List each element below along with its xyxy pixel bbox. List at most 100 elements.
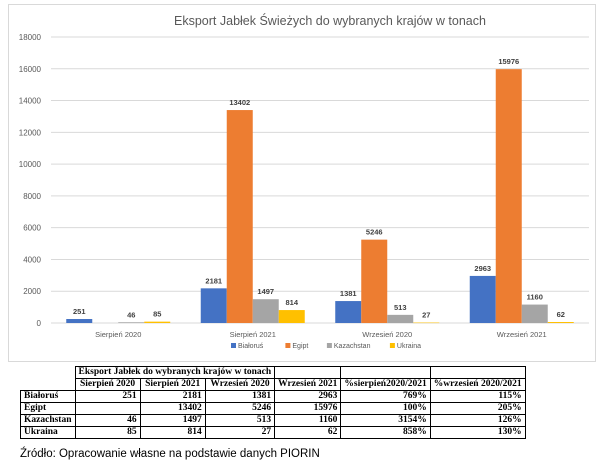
y-tick-label: 0 bbox=[37, 319, 42, 328]
table-row: Białoruś 251 2181 1381 2963 769% 115% bbox=[20, 390, 526, 403]
table-cell: 1381 bbox=[204, 390, 276, 403]
legend-swatch bbox=[285, 343, 291, 348]
table-header-cell: Sierpień 2021 bbox=[139, 378, 206, 391]
data-label: 27 bbox=[422, 311, 430, 320]
table-empty-cell bbox=[429, 366, 526, 379]
table-cell: 85 bbox=[74, 426, 141, 439]
table-cell: 27 bbox=[204, 426, 276, 439]
table-cell: 3154% bbox=[340, 414, 431, 427]
table-cell: 251 bbox=[74, 390, 141, 403]
table-header-cell: Sierpień 2020 bbox=[74, 378, 141, 391]
table-row: Kazachstan 46 1497 513 1160 3154% 126% bbox=[20, 414, 526, 427]
bar-ukraina bbox=[413, 322, 440, 324]
table-cell: 2963 bbox=[274, 390, 342, 403]
table-row-label: Egipt bbox=[20, 402, 76, 415]
y-tick-label: 6000 bbox=[23, 224, 41, 233]
bar-kazachstan bbox=[521, 304, 548, 323]
legend-swatch bbox=[231, 343, 236, 348]
data-label: 13402 bbox=[229, 98, 250, 107]
legend-item: Białoruś bbox=[238, 343, 264, 350]
table-cell: 13402 bbox=[139, 402, 206, 415]
chart-title: Eksport Jabłek Świeżych do wybranych kra… bbox=[174, 13, 486, 28]
bar-białoruś bbox=[335, 301, 362, 323]
table-cell: 46 bbox=[74, 414, 141, 427]
data-label: 46 bbox=[127, 310, 135, 319]
data-label: 1381 bbox=[340, 289, 357, 298]
legend-swatch bbox=[326, 343, 332, 348]
table-corner-cell bbox=[21, 379, 76, 391]
table-cell: 5246 bbox=[204, 402, 276, 415]
data-label: 1160 bbox=[527, 293, 543, 302]
bar-białoruś bbox=[66, 319, 93, 323]
bar-ukraina bbox=[144, 321, 171, 323]
table-empty-cell bbox=[274, 366, 342, 379]
data-label: 513 bbox=[394, 303, 407, 312]
table-cell: 2181 bbox=[139, 390, 206, 403]
bar-egipt bbox=[226, 110, 253, 323]
table-cell: 130% bbox=[429, 426, 526, 439]
y-tick-label: 16000 bbox=[19, 65, 42, 74]
source-note: Źródło: Opracowanie własne na podstawie … bbox=[20, 448, 320, 460]
data-label: 85 bbox=[153, 310, 161, 319]
data-label: 1497 bbox=[257, 287, 274, 296]
table-header-cell: Wrzesień 2021 bbox=[274, 378, 342, 391]
table-header-cell: %wrzesień 2020/2021 bbox=[429, 378, 526, 391]
table-row-label: Ukraina bbox=[20, 426, 76, 439]
table-cell: 513 bbox=[204, 414, 276, 427]
table-cell: 115% bbox=[429, 390, 526, 403]
table-cell: 62 bbox=[274, 426, 342, 439]
legend-item: Kazachstan bbox=[334, 343, 371, 350]
data-label: 2963 bbox=[474, 264, 491, 273]
table-row: Ukraina 85 814 27 62 858% 130% bbox=[20, 426, 526, 439]
table-empty-cell bbox=[340, 366, 431, 379]
table-header-row: Sierpień 2020 Sierpień 2021 Wrzesień 2020 W… bbox=[21, 378, 526, 391]
bar-białoruś bbox=[469, 275, 496, 323]
bar-kazachstan bbox=[118, 322, 145, 323]
y-tick-label: 4000 bbox=[23, 255, 41, 264]
data-label: 251 bbox=[73, 307, 86, 316]
x-tick-label: Wrzesień 2021 bbox=[497, 330, 547, 339]
bar-egipt bbox=[361, 239, 388, 323]
bar-egipt bbox=[495, 69, 522, 323]
bar-ukraina bbox=[278, 310, 305, 323]
data-label: 2181 bbox=[205, 276, 222, 285]
table-title: Eksport Jabłek do wybranych krajów w ton… bbox=[74, 366, 276, 379]
table-cell: 769% bbox=[340, 390, 431, 403]
data-label: 15976 bbox=[498, 57, 519, 66]
table-cell: 205% bbox=[429, 402, 526, 415]
data-table: Eksport Jabłek do wybranych krajów w ton… bbox=[20, 366, 526, 439]
table-cell: 814 bbox=[139, 426, 206, 439]
table-cell: 100% bbox=[340, 402, 431, 415]
table-cell: 126% bbox=[429, 414, 526, 427]
bar-kazachstan bbox=[387, 314, 414, 323]
table-row: Egipt 13402 5246 15976 100% 205% bbox=[20, 402, 526, 415]
table-cell bbox=[74, 402, 141, 415]
y-tick-label: 18000 bbox=[19, 33, 42, 42]
data-label: 5246 bbox=[366, 228, 383, 237]
data-label: 814 bbox=[285, 298, 298, 307]
y-tick-label: 8000 bbox=[23, 192, 41, 201]
table-cell: 1160 bbox=[274, 414, 342, 427]
y-tick-label: 12000 bbox=[19, 128, 42, 137]
y-tick-label: 2000 bbox=[23, 287, 41, 296]
table-cell: 858% bbox=[340, 426, 431, 439]
x-tick-label: Wrzesień 2020 bbox=[362, 330, 412, 339]
bar-kazachstan bbox=[252, 299, 279, 323]
table-header-cell: %sierpień2020/2021 bbox=[340, 378, 431, 391]
data-label: 62 bbox=[557, 310, 565, 319]
legend-item: Egipt bbox=[292, 343, 308, 350]
table-row-label: Białoruś bbox=[20, 390, 76, 403]
y-tick-label: 14000 bbox=[19, 97, 42, 106]
legend-swatch bbox=[389, 343, 395, 348]
y-tick-label: 10000 bbox=[19, 160, 42, 169]
table-header-cell: Wrzesień 2020 bbox=[204, 378, 276, 391]
table-title-row: Eksport Jabłek do wybranych krajów w ton… bbox=[21, 366, 526, 379]
table-corner-cell bbox=[21, 367, 76, 379]
bar-ukraina bbox=[547, 322, 574, 323]
table-row-label: Kazachstan bbox=[20, 414, 76, 427]
x-tick-label: Sierpień 2021 bbox=[230, 330, 276, 339]
x-tick-label: Sierpień 2020 bbox=[95, 330, 141, 339]
table-cell: 15976 bbox=[274, 402, 342, 415]
legend-item: Ukraina bbox=[397, 343, 421, 350]
table-cell: 1497 bbox=[139, 414, 206, 427]
